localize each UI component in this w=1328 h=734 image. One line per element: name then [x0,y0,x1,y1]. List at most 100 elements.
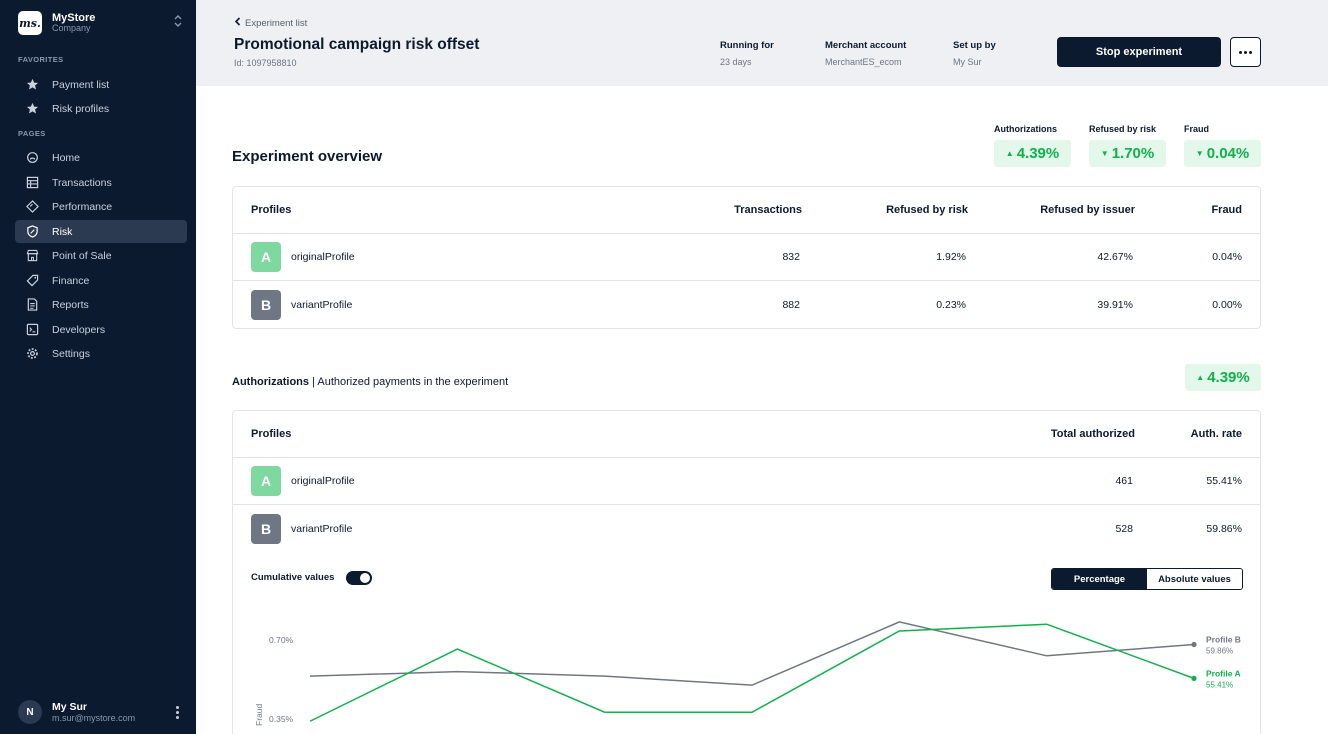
table-row[interactable]: B variantProfile 882 0.23% 39.91% 0.00% [233,281,1260,328]
pages-label: PAGES [18,129,46,138]
sidebar-item-label: Developers [52,323,106,336]
home-icon [25,151,39,165]
diamond-icon [25,200,39,214]
sidebar-item-point-of-sale[interactable]: Point of Sale [15,244,187,267]
percentage-option[interactable]: Percentage [1052,569,1147,589]
more-vertical-icon[interactable] [176,704,180,721]
kpi-refused-by-risk: ▼ 1.70% [1089,140,1166,167]
view-mode-segmented-control: Percentage Absolute values [1051,568,1243,590]
table-header-row: Profiles Transactions Refused by risk Re… [233,187,1260,234]
profile-name: originalProfile [291,475,355,487]
series-value-label: 59.86% [1206,647,1233,656]
total-authorized-value: 461 [1115,475,1133,487]
page-header: Experiment list Promotional campaign ris… [196,0,1328,86]
authorizations-table: Profiles Total authorized Auth. rate A o… [232,410,1261,553]
auth-rate-value: 59.86% [1206,522,1242,535]
sidebar-item-performance[interactable]: Performance [15,195,187,218]
sidebar-item-label: Risk [52,225,73,238]
refused-risk-value: 0.23% [936,298,966,311]
meta-set-up-by: Set up by My Sur [953,40,996,67]
column-header-refused-by-issuer[interactable]: Refused by issuer [1040,204,1135,216]
table-row[interactable]: A originalProfile 461 55.41% [233,458,1260,505]
kpi-fraud: ▼ 0.04% [1184,140,1261,167]
series-line-profile-b[interactable] [309,621,1195,686]
series-name-label: Profile B [1206,635,1241,645]
sidebar-item-label: Finance [52,274,90,287]
y-tick-label: 0.35% [269,714,294,724]
avatar: N [18,700,42,724]
star-icon [25,78,39,92]
series-end-point[interactable] [1191,675,1197,681]
sidebar-item-label: Reports [52,298,89,311]
series-value-label: 55.41% [1206,680,1233,689]
y-tick-label: 0.70% [269,635,294,645]
document-icon [25,298,39,312]
sidebar-item-payment-list[interactable]: Payment list [15,73,187,96]
sidebar-item-label: Point of Sale [52,249,112,262]
more-horizontal-icon [1239,50,1242,54]
sidebar-item-label: Transactions [52,176,112,189]
sidebar: ms. MyStore Company FAVORITES Payment li… [0,0,196,734]
stop-experiment-button[interactable]: Stop experiment [1057,37,1221,67]
column-header-transactions[interactable]: Transactions [734,204,802,216]
chart-panel: Cumulative values Percentage Absolute va… [232,550,1261,734]
absolute-values-option[interactable]: Absolute values [1147,569,1242,589]
series-end-point[interactable] [1191,641,1197,648]
arrow-down-icon: ▼ [1100,149,1109,158]
y-axis-label: Fraud [254,704,264,726]
profile-badge-a: A [251,242,281,272]
authorizations-heading: Authorizations | Authorized payments in … [232,376,508,388]
table-header-row: Profiles Total authorized Auth. rate [233,411,1260,458]
total-authorized-value: 528 [1115,522,1133,535]
kpi-refused-by-risk-label: Refused by risk [1089,124,1157,134]
back-link[interactable]: Experiment list [234,17,307,29]
experiment-id: Id: 1097958810 [234,58,297,68]
kpi-fraud-label: Fraud [1184,124,1210,134]
column-header-auth-rate[interactable]: Auth. rate [1190,428,1242,440]
sidebar-item-label: Home [52,151,81,164]
sidebar-item-risk-profiles[interactable]: Risk profiles [15,97,187,120]
transactions-value: 882 [782,298,800,311]
sidebar-item-label: Performance [52,200,113,213]
chevron-up-down-icon[interactable] [174,15,182,28]
tag-icon [25,274,39,288]
kpi-value: 0.04% [1206,145,1250,162]
store-type: Company [52,23,91,34]
user-menu[interactable]: N My Sur m.sur@mystore.com [18,698,186,726]
column-header-total-authorized[interactable]: Total authorized [1050,428,1135,440]
store-logo: ms. [18,11,42,35]
terminal-icon [25,323,39,337]
sidebar-item-risk[interactable]: Risk [15,220,187,243]
sidebar-item-developers[interactable]: Developers [15,318,187,341]
star-icon [25,102,39,116]
refused-risk-value: 1.92% [936,251,966,263]
store-switcher[interactable]: ms. MyStore Company [18,10,186,36]
meta-label: Running for [720,40,774,51]
column-header-refused-by-risk[interactable]: Refused by risk [886,204,968,216]
meta-label: Merchant account [825,40,907,51]
back-link-label: Experiment list [245,17,308,29]
gear-icon [25,347,39,361]
arrow-down-icon: ▼ [1195,149,1204,158]
authorizations-title: Authorizations [232,376,309,388]
kpi-value: 4.39% [1016,145,1060,162]
sidebar-item-label: Settings [52,347,90,360]
fraud-line-chart: 0.70% 0.35% Fraud Profile B 59.86% Profile A 5… [254,621,1241,726]
table-row[interactable]: A originalProfile 832 1.92% 42.67% 0.04% [233,234,1260,281]
table-icon [25,176,39,190]
table-row[interactable]: B variantProfile 528 59.86% [233,505,1260,552]
series-line-profile-a[interactable] [309,623,1195,722]
cumulative-values-toggle[interactable] [346,571,372,585]
kpi-value: 1.70% [1111,145,1155,162]
column-header-fraud[interactable]: Fraud [1211,204,1242,216]
overview-title: Experiment overview [232,148,383,165]
sidebar-item-home[interactable]: Home [15,146,187,169]
more-actions-button[interactable] [1230,37,1261,67]
sidebar-item-settings[interactable]: Settings [15,342,187,365]
refused-issuer-value: 39.91% [1097,298,1133,311]
transactions-value: 832 [782,251,800,263]
meta-value: My Sur [953,57,982,67]
sidebar-item-reports[interactable]: Reports [15,293,187,316]
sidebar-item-transactions[interactable]: Transactions [15,171,187,194]
sidebar-item-finance[interactable]: Finance [15,269,187,292]
